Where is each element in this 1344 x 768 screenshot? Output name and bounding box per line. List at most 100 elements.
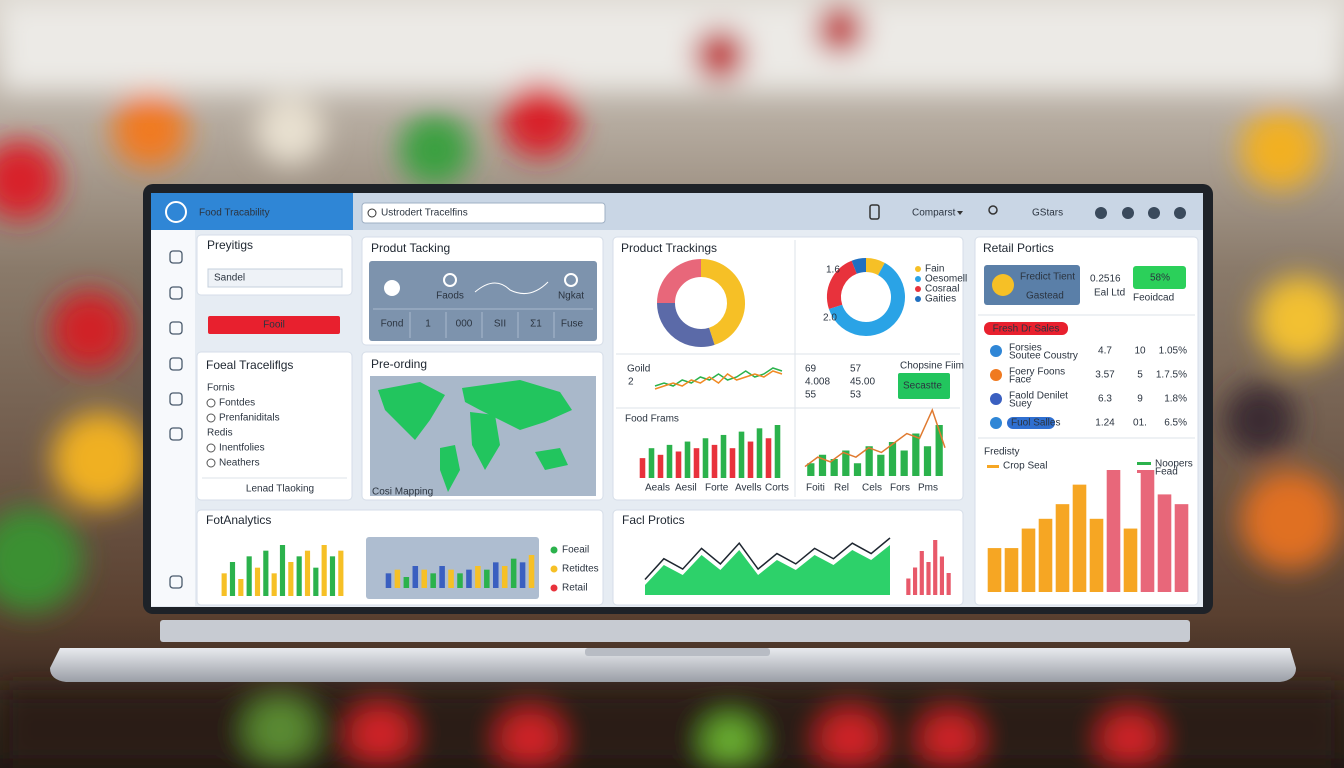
x-label: Pms (918, 483, 938, 494)
note-box (898, 373, 950, 399)
stat: 55 (805, 390, 817, 401)
x-label: Fors (890, 483, 910, 494)
bar (987, 548, 1002, 592)
note: Secastte (903, 381, 942, 392)
bar (657, 454, 664, 478)
chart-title: Fredisty (984, 447, 1020, 458)
bar (403, 577, 410, 588)
row-count: 5 (1137, 370, 1143, 381)
input[interactable] (207, 268, 343, 288)
bar (906, 578, 911, 595)
row-pct: 1.7.5% (1156, 370, 1187, 381)
sidebar-icon[interactable] (169, 427, 183, 441)
bar (466, 569, 472, 588)
bar (394, 569, 401, 588)
header-icon[interactable] (1122, 207, 1134, 219)
logo-icon (165, 201, 187, 223)
menu[interactable]: Comparst (912, 208, 956, 219)
bar (865, 446, 873, 476)
map-caption: Cosi Mapping (372, 487, 433, 498)
bar (639, 458, 646, 478)
header-icon[interactable] (1174, 207, 1186, 219)
bar (675, 451, 682, 478)
x-label: Forte (705, 483, 729, 494)
user[interactable]: GStars (1032, 208, 1063, 219)
header-icon[interactable] (1095, 207, 1107, 219)
donut-segment (657, 259, 702, 304)
stat: 69 (805, 364, 817, 375)
bar (946, 573, 951, 595)
x-label: Foiti (806, 483, 825, 494)
bar (421, 569, 428, 588)
sidebar-icon[interactable] (169, 357, 183, 371)
bar (1072, 484, 1087, 592)
donut-segment (657, 302, 715, 347)
line (654, 370, 783, 390)
cell: Fond (381, 319, 404, 330)
sidebar-icon[interactable] (169, 250, 183, 264)
bar (774, 425, 781, 478)
bar (338, 550, 344, 596)
legend-swatch (987, 465, 999, 468)
info-icon (992, 274, 1014, 296)
bar (221, 573, 227, 596)
bar (412, 566, 419, 588)
search-text: Ustrodert Tracelfins (381, 208, 468, 219)
button[interactable] (208, 316, 340, 334)
badge-text: 58% (1150, 273, 1170, 284)
cell: Σ1 (530, 319, 542, 330)
radio[interactable] (206, 458, 216, 468)
row-value: 3.57 (1095, 370, 1115, 381)
row-value: 4.7 (1098, 346, 1112, 357)
legend-label: Oesomell (925, 274, 967, 285)
sidebar-icon[interactable] (169, 321, 183, 335)
stat: 4.008 (805, 377, 830, 388)
bar (648, 448, 655, 478)
bar (666, 444, 673, 478)
search-box[interactable] (361, 202, 606, 224)
header-icon[interactable] (1148, 207, 1160, 219)
sidebar-icon[interactable] (169, 286, 183, 300)
user-icon (988, 205, 998, 215)
bar (457, 573, 463, 588)
bar (492, 562, 499, 588)
panel-title: Product Trackings (621, 241, 717, 255)
bar (484, 569, 490, 588)
bar (935, 425, 943, 476)
bar (475, 566, 481, 588)
bar (756, 428, 763, 478)
bar (519, 562, 526, 588)
line (804, 407, 946, 468)
panel (612, 236, 964, 501)
donut-segment (700, 259, 745, 345)
flow-label: Ngkat (558, 291, 584, 302)
x-label: Corts (765, 483, 789, 494)
flow-line (474, 281, 549, 295)
bar (693, 448, 700, 478)
radio[interactable] (206, 413, 216, 423)
x-label: Rel (834, 483, 849, 494)
bar (877, 454, 885, 476)
row-icon (990, 345, 1002, 357)
row-value: 1.24 (1095, 418, 1115, 429)
sidebar-icon[interactable] (169, 392, 183, 406)
link[interactable]: Lenad Tlaoking (246, 484, 314, 495)
group-label: Redis (207, 428, 233, 439)
donut-segment (865, 258, 885, 276)
bar (1157, 494, 1172, 592)
row-count: 10 (1134, 346, 1146, 357)
legend-swatch (915, 286, 921, 292)
sidebar-icon[interactable] (169, 575, 183, 589)
legend-label: Noopers (1155, 459, 1193, 470)
bar (1021, 528, 1036, 592)
bar (296, 556, 302, 596)
name-pill (1007, 417, 1055, 429)
kpi-sub: Eal Ltd (1094, 288, 1125, 299)
radio[interactable] (206, 398, 216, 408)
bar (729, 448, 736, 478)
radio[interactable] (206, 443, 216, 453)
row-icon (990, 369, 1002, 381)
bar (926, 562, 931, 595)
radio-label: Fontdes (219, 398, 255, 409)
axis-label: 1.6 (826, 265, 840, 276)
